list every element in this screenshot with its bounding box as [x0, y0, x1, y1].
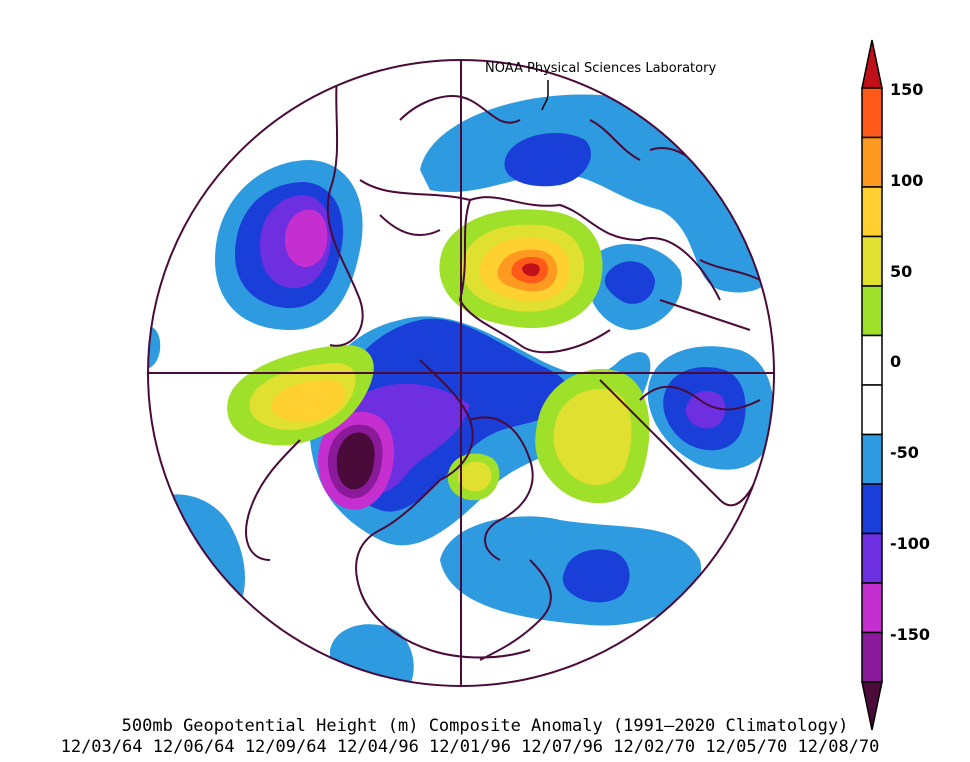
- anomaly-blob-pacific-ridge-75: [271, 380, 345, 422]
- anomaly-blob-europe-core: [285, 209, 328, 268]
- colorbar-label-neg150: -150: [890, 624, 931, 644]
- colorbar-swatch: [861, 631, 883, 683]
- anomaly-blob-alaska-150: [336, 432, 375, 490]
- anomaly-field: [148, 60, 774, 686]
- anomaly-blob-west-europe-right-75: [685, 390, 726, 429]
- anomaly-blob-ural-150: [522, 263, 540, 277]
- hemisphere-outline: [147, 59, 775, 687]
- colorbar-label-neg100: -100: [890, 533, 931, 553]
- colorbar-swatch: [861, 186, 883, 238]
- colorbar: [861, 39, 883, 731]
- colorbar-swatch: [861, 235, 883, 287]
- anomaly-blob-siberia-core: [504, 132, 591, 187]
- figure-title: 500mb Geopotential Height (m) Composite …: [121, 716, 849, 736]
- colorbar-bottom-arrow: [861, 681, 883, 731]
- colorbar-label-100: 100: [890, 170, 924, 190]
- colorbar-swatch: [861, 532, 883, 584]
- colorbar-swatch: [861, 582, 883, 634]
- colorbar-top-arrow: [861, 39, 883, 89]
- composite-dates: 12/03/64 12/06/64 12/09/64 12/04/96 12/0…: [60, 737, 880, 757]
- anomaly-blob-atlantic-ridge-50: [553, 388, 632, 486]
- colorbar-label-neg50: -50: [890, 443, 919, 462]
- colorbar-swatch: [861, 136, 883, 188]
- colorbar-swatch: [861, 384, 883, 436]
- anomaly-blob-left-edge: [148, 326, 161, 369]
- colorbar-label-0: 0: [890, 352, 902, 372]
- coastlines: [245, 60, 771, 661]
- credit-pointer: [541, 80, 549, 111]
- colorbar-label-150: 150: [890, 80, 924, 99]
- anomaly-blob-hudson-bay-50: [457, 461, 492, 492]
- colorbar-swatch: [861, 433, 883, 485]
- colorbar-swatch: [861, 87, 883, 139]
- colorbar-label-50: 50: [890, 261, 913, 281]
- colorbar-swatch: [861, 285, 883, 337]
- colorbar-swatch: [861, 483, 883, 535]
- colorbar-swatch: [861, 334, 883, 386]
- credit-label: NOAA Physical Sciences Laboratory: [485, 61, 717, 76]
- anomaly-blob-east-asia-core: [604, 261, 655, 304]
- anomaly-blob-atlantic-south-50: [562, 549, 630, 603]
